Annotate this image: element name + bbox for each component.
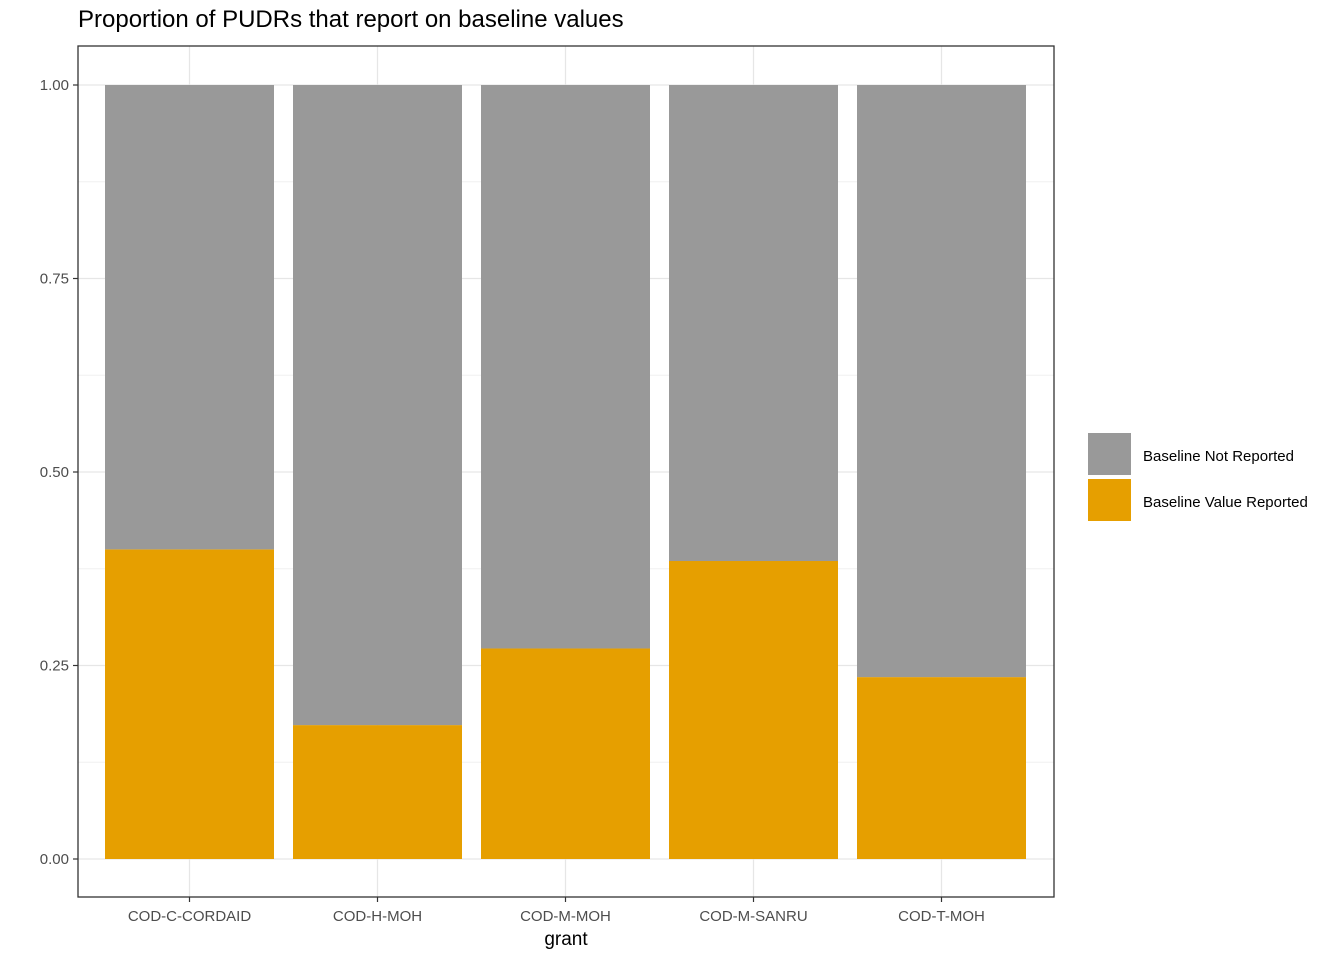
x-axis: COD-C-CORDAID COD-H-MOH COD-M-MOH COD-M-SAN… [128,897,985,925]
legend-label: Baseline Value Reported [1143,494,1308,511]
y-tick-label: 0.25 [40,658,69,675]
chart-title: Proportion of PUDRs that report on basel… [78,6,624,33]
y-tick-label: 0.50 [40,464,69,481]
legend-key [1088,433,1131,475]
x-tick-label: COD-C-CORDAID [128,908,251,925]
x-tick-label: COD-T-MOH [898,908,985,925]
bar-baseline-value-reported-cod-t-moh [857,677,1026,859]
bar-baseline-not-reported-cod-m-moh [481,85,650,649]
bar-baseline-not-reported-cod-m-sanru [669,85,838,562]
legend-key [1088,479,1131,521]
bars [105,85,1026,859]
x-tick-label: COD-M-SANRU [699,908,807,925]
legend: Baseline Not Reported Baseline Value Repo… [1088,433,1308,521]
bar-baseline-value-reported-cod-m-moh [481,648,650,859]
bar-baseline-not-reported-cod-t-moh [857,85,1026,678]
y-tick-label: 1.00 [40,77,69,94]
x-axis-title: grant [544,929,588,950]
x-tick-label: COD-M-MOH [520,908,611,925]
legend-label: Baseline Not Reported [1143,448,1294,465]
x-tick-label: COD-H-MOH [333,908,422,925]
bar-baseline-not-reported-cod-c-cordaid [105,85,274,550]
bar-baseline-value-reported-cod-c-cordaid [105,549,274,859]
y-tick-label: 0.00 [40,851,69,868]
bar-baseline-value-reported-cod-h-moh [293,725,462,859]
bar-baseline-not-reported-cod-h-moh [293,85,462,726]
y-axis: 0.00 0.25 0.50 0.75 1.00 [40,77,78,868]
y-tick-label: 0.75 [40,271,69,288]
bar-baseline-value-reported-cod-m-sanru [669,561,838,859]
